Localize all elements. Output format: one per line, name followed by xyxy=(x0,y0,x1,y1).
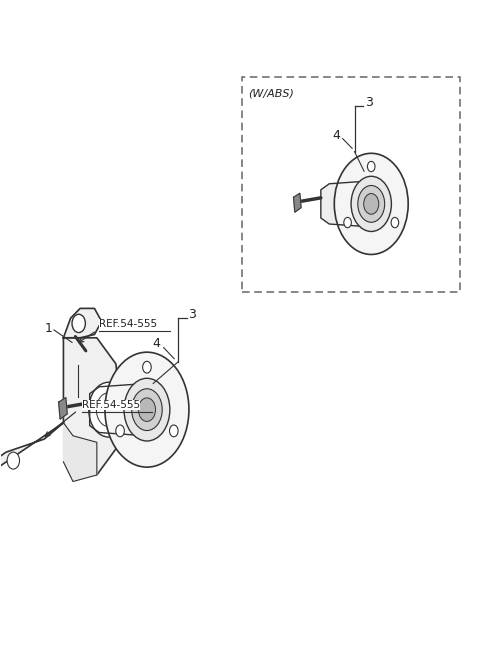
Circle shape xyxy=(143,361,151,373)
Circle shape xyxy=(7,452,20,469)
Polygon shape xyxy=(321,181,367,227)
Text: REF.54-555: REF.54-555 xyxy=(82,400,140,410)
Text: (W/ABS): (W/ABS) xyxy=(248,89,294,98)
Circle shape xyxy=(358,186,384,222)
Text: 3: 3 xyxy=(365,96,373,109)
Circle shape xyxy=(72,314,85,333)
Polygon shape xyxy=(59,398,67,419)
Circle shape xyxy=(351,176,391,232)
Circle shape xyxy=(105,352,189,467)
Polygon shape xyxy=(294,194,301,213)
Circle shape xyxy=(364,194,379,215)
Circle shape xyxy=(169,425,178,437)
Polygon shape xyxy=(90,384,142,436)
Circle shape xyxy=(132,389,162,430)
Text: 1: 1 xyxy=(44,321,52,335)
Polygon shape xyxy=(63,338,120,475)
Circle shape xyxy=(138,398,156,421)
Polygon shape xyxy=(0,422,63,485)
Text: 4: 4 xyxy=(152,337,160,350)
Circle shape xyxy=(334,154,408,255)
Polygon shape xyxy=(63,308,102,338)
Circle shape xyxy=(368,161,375,172)
Circle shape xyxy=(344,217,351,228)
Text: 4: 4 xyxy=(332,129,340,142)
Circle shape xyxy=(391,217,399,228)
Text: REF.54-555: REF.54-555 xyxy=(99,319,157,329)
Polygon shape xyxy=(63,422,97,482)
Text: 3: 3 xyxy=(189,308,196,321)
Circle shape xyxy=(116,425,124,437)
Circle shape xyxy=(89,382,129,437)
Circle shape xyxy=(124,379,170,441)
